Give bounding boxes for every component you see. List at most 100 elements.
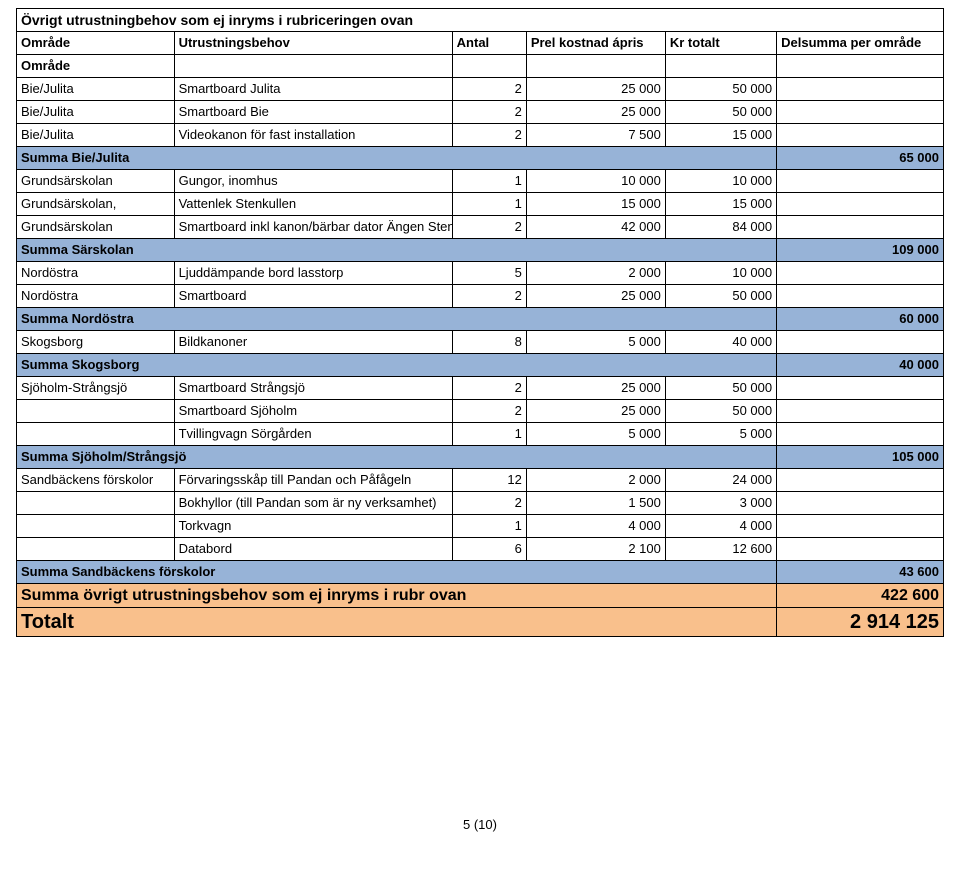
cell-omrade: Grundsärskolan	[17, 216, 175, 239]
cell-delsumma	[777, 492, 944, 515]
summary-label: Summa Särskolan	[17, 239, 777, 262]
cell-behov: Smartboard	[174, 285, 452, 308]
cell-delsumma	[777, 377, 944, 400]
equipment-table: Övrigt utrustningbehov som ej inryms i r…	[16, 8, 944, 637]
table-row: Sjöholm-StrångsjöSmartboard Strångsjö225…	[17, 377, 944, 400]
cell-omrade: Bie/Julita	[17, 101, 175, 124]
cell-omrade: Sjöholm-Strångsjö	[17, 377, 175, 400]
cell-omrade: Nordöstra	[17, 285, 175, 308]
cell-antal: 5	[452, 262, 526, 285]
cell-totalt: 84 000	[665, 216, 776, 239]
cell-totalt: 50 000	[665, 285, 776, 308]
cell-pris: 1 500	[526, 492, 665, 515]
table-row: SkogsborgBildkanoner85 00040 000	[17, 331, 944, 354]
table-body: Bie/JulitaSmartboard Julita225 00050 000…	[17, 78, 944, 637]
cell-delsumma	[777, 216, 944, 239]
cell-pris: 4 000	[526, 515, 665, 538]
col-header-behov: Utrustningsbehov	[174, 32, 452, 55]
cell-omrade: Grundsärskolan,	[17, 193, 175, 216]
cell-behov: Bokhyllor (till Pandan som är ny verksam…	[174, 492, 452, 515]
cell-behov: Vattenlek Stenkullen	[174, 193, 452, 216]
summary-value: 40 000	[777, 354, 944, 377]
cell-delsumma	[777, 262, 944, 285]
cell-delsumma	[777, 193, 944, 216]
cell-omrade	[17, 423, 175, 446]
cell-totalt: 15 000	[665, 124, 776, 147]
cell-delsumma	[777, 124, 944, 147]
cell-pris: 2 100	[526, 538, 665, 561]
cell-antal: 6	[452, 538, 526, 561]
cell-totalt: 12 600	[665, 538, 776, 561]
cell-omrade: Bie/Julita	[17, 78, 175, 101]
table-row: Summa Skogsborg40 000	[17, 354, 944, 377]
cell-antal: 1	[452, 515, 526, 538]
cell-pris: 25 000	[526, 377, 665, 400]
summary-value: 60 000	[777, 308, 944, 331]
col-subheader-empty	[526, 55, 665, 78]
cell-antal: 2	[452, 216, 526, 239]
cell-behov: Förvaringsskåp till Pandan och Påfågeln	[174, 469, 452, 492]
cell-totalt: 4 000	[665, 515, 776, 538]
cell-behov: Smartboard Bie	[174, 101, 452, 124]
col-header-pris: Prel kostnad ápris	[526, 32, 665, 55]
table-header-row: Område Utrustningsbehov Antal Prel kostn…	[17, 32, 944, 55]
cell-delsumma	[777, 538, 944, 561]
cell-behov: Tvillingvagn Sörgården	[174, 423, 452, 446]
cell-antal: 2	[452, 285, 526, 308]
cell-delsumma	[777, 285, 944, 308]
table-row: Torkvagn14 0004 000	[17, 515, 944, 538]
cell-antal: 2	[452, 377, 526, 400]
col-header-omrade: Område	[17, 32, 175, 55]
cell-totalt: 3 000	[665, 492, 776, 515]
cell-delsumma	[777, 400, 944, 423]
cell-delsumma	[777, 331, 944, 354]
cell-delsumma	[777, 101, 944, 124]
table-row: GrundsärskolanSmartboard inkl kanon/bärb…	[17, 216, 944, 239]
summary-value: 109 000	[777, 239, 944, 262]
cell-behov: Bildkanoner	[174, 331, 452, 354]
cell-pris: 25 000	[526, 400, 665, 423]
cell-omrade: Nordöstra	[17, 262, 175, 285]
cell-omrade: Sandbäckens förskolor	[17, 469, 175, 492]
table-row: NordöstraSmartboard225 00050 000	[17, 285, 944, 308]
summary-label: Summa Sjöholm/Strångsjö	[17, 446, 777, 469]
cell-pris: 5 000	[526, 331, 665, 354]
cell-pris: 10 000	[526, 170, 665, 193]
cell-behov: Databord	[174, 538, 452, 561]
cell-antal: 1	[452, 170, 526, 193]
table-row: Bokhyllor (till Pandan som är ny verksam…	[17, 492, 944, 515]
cell-behov: Smartboard Sjöholm	[174, 400, 452, 423]
cell-delsumma	[777, 515, 944, 538]
cell-antal: 2	[452, 400, 526, 423]
cell-omrade: Bie/Julita	[17, 124, 175, 147]
summary-label: Totalt	[17, 608, 777, 637]
table-row: Summa Sandbäckens förskolor43 600	[17, 561, 944, 584]
col-subheader-empty	[452, 55, 526, 78]
cell-omrade: Grundsärskolan	[17, 170, 175, 193]
table-row: Bie/JulitaSmartboard Julita225 00050 000	[17, 78, 944, 101]
page: Övrigt utrustningbehov som ej inryms i r…	[0, 0, 960, 872]
cell-pris: 2 000	[526, 262, 665, 285]
table-row: Totalt2 914 125	[17, 608, 944, 637]
cell-pris: 5 000	[526, 423, 665, 446]
cell-antal: 8	[452, 331, 526, 354]
cell-totalt: 50 000	[665, 101, 776, 124]
table-row: Summa övrigt utrustningsbehov som ej inr…	[17, 584, 944, 608]
cell-omrade	[17, 492, 175, 515]
table-row: Summa Nordöstra60 000	[17, 308, 944, 331]
col-subheader-empty	[777, 55, 944, 78]
table-row: Sandbäckens förskolorFörvaringsskåp till…	[17, 469, 944, 492]
cell-antal: 1	[452, 193, 526, 216]
cell-antal: 12	[452, 469, 526, 492]
table-row: Grundsärskolan,Vattenlek Stenkullen115 0…	[17, 193, 944, 216]
cell-behov: Gungor, inomhus	[174, 170, 452, 193]
cell-delsumma	[777, 423, 944, 446]
table-row: Tvillingvagn Sörgården15 0005 000	[17, 423, 944, 446]
table-title: Övrigt utrustningbehov som ej inryms i r…	[17, 9, 944, 32]
table-row: Summa Särskolan109 000	[17, 239, 944, 262]
cell-pris: 25 000	[526, 285, 665, 308]
cell-behov: Smartboard Strångsjö	[174, 377, 452, 400]
cell-totalt: 24 000	[665, 469, 776, 492]
cell-antal: 2	[452, 78, 526, 101]
cell-behov: Ljuddämpande bord lasstorp	[174, 262, 452, 285]
